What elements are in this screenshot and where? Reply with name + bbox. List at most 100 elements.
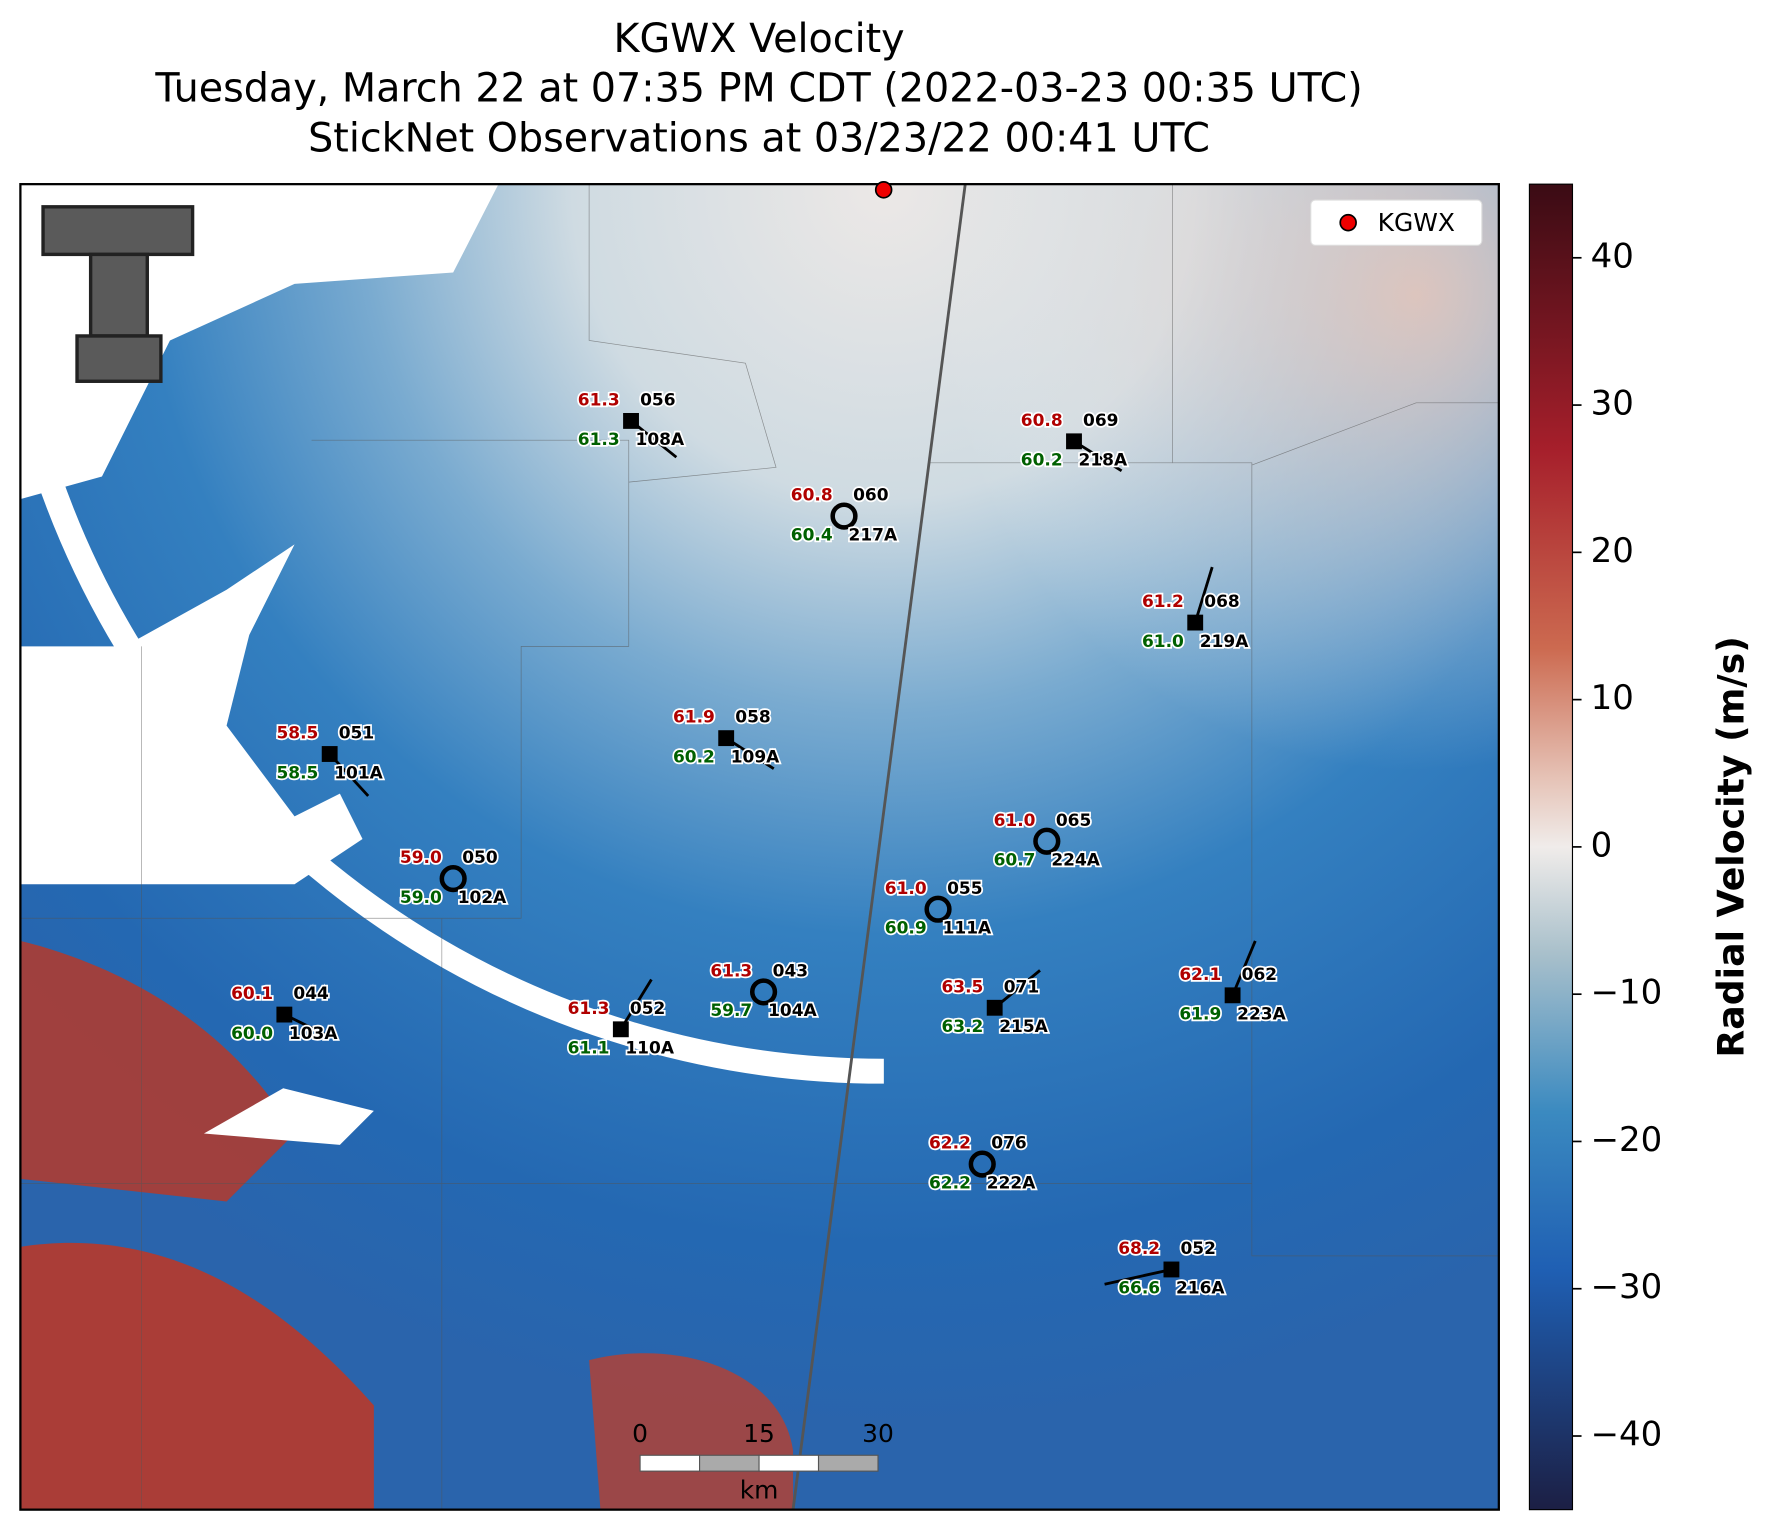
wind-barb [1104,1268,1172,1286]
station: 58.5 051 58.5 101A [275,722,385,797]
station-id: 111A [943,918,992,938]
dewpoint: 60.2 [673,747,715,767]
colorbar [1528,183,1574,1511]
pressure: 068 [1204,592,1239,612]
station-marker [924,895,952,923]
scale-tick-label: 30 [862,1419,894,1448]
station-id: 104A [768,1001,817,1021]
station-id: 101A [334,763,383,783]
station: 61.2 068 61.0 219A [1140,566,1251,654]
colorbar-tick-label: 20 [1591,531,1634,571]
colorbar-tick-label: −20 [1591,1120,1663,1160]
dewpoint: 61.3 [578,430,620,450]
colorbar-tick-label: −40 [1591,1415,1663,1455]
dewpoint: 61.1 [568,1039,610,1059]
wind-barb [1231,940,1257,996]
temperature: 61.3 [568,999,610,1019]
dewpoint: 60.0 [231,1024,273,1044]
temperature: 61.2 [1142,592,1184,612]
temperature: 58.5 [276,724,318,744]
pressure: 062 [1242,965,1277,985]
station: 61.9 058 60.2 109A [671,706,782,770]
title-line: KGWX Velocity [613,16,904,62]
scale-tick-label: 0 [632,1419,648,1448]
station-id: 219A [1200,632,1249,652]
station-marker [1163,1261,1180,1278]
station-marker [968,1150,996,1178]
legend: KGWX [1310,199,1483,246]
temperature: 60.1 [231,984,273,1004]
station-marker [1033,827,1061,855]
dewpoint: 60.9 [885,918,927,938]
pressure: 051 [339,724,374,744]
station-id: 217A [849,525,898,545]
station-id: 223A [1237,1005,1286,1025]
pressure: 044 [293,984,329,1004]
temperature: 59.0 [400,848,442,868]
station-id: 102A [458,888,507,908]
temperature: 60.8 [791,486,833,506]
temperature: 63.5 [941,977,983,997]
station: 62.1 062 61.9 223A [1178,940,1288,1026]
station-marker [830,502,858,530]
scale-segment [699,1454,760,1472]
pressure: 052 [1180,1239,1215,1259]
station-marker [1187,614,1204,631]
map-frame [19,183,1500,1511]
station: 61.3 052 61.1 110A [566,978,677,1060]
temperature: 61.0 [994,811,1036,831]
station-id: 218A [1079,451,1128,471]
dewpoint: 59.0 [400,888,442,908]
pressure: 076 [991,1134,1026,1154]
temperature: 61.0 [885,879,927,899]
station: 61.3 043 59.7 104A [709,960,820,1023]
colorbar-label: Radial Velocity (m/s) [1709,636,1752,1057]
dewpoint: 62.2 [929,1173,971,1193]
station-marker [749,978,778,1006]
colorbar-tick-label: 30 [1591,384,1634,424]
station: 60.1 044 60.0 103A [229,982,340,1045]
station-marker [321,746,338,762]
station-id: 222A [987,1173,1036,1193]
colorbar-tick-label: −30 [1591,1267,1663,1307]
station-marker [986,999,1003,1016]
station-marker [276,1006,293,1023]
pressure: 069 [1083,411,1118,431]
station-id: 110A [625,1039,674,1059]
pressure: 071 [1004,977,1039,997]
title-line: StickNet Observations at 03/23/22 00:41 … [308,116,1210,162]
title-line: Tuesday, March 22 at 07:35 PM CDT (2022-… [154,66,1362,112]
station-id: 109A [731,747,780,767]
dewpoint: 60.7 [994,850,1036,870]
colorbar-tick-label: −10 [1591,973,1663,1013]
station: 68.2 052 66.6 216A [1104,1237,1227,1300]
wind-barb [1193,566,1214,624]
temperature: 60.8 [1021,411,1063,431]
station-marker [718,730,735,747]
station-id: 215A [999,1017,1048,1037]
temperature: 61.9 [673,708,715,728]
dewpoint: 59.7 [710,1001,752,1021]
station-marker [623,412,639,429]
scale-segment [758,1454,820,1472]
station-marker [439,865,467,893]
dewpoint: 66.6 [1118,1279,1160,1299]
scale-segment [639,1454,701,1472]
station: 61.3 056 61.3 108A [576,389,687,459]
dewpoint: 61.9 [1179,1005,1221,1025]
pressure: 055 [947,879,982,899]
scale-tick-label: 15 [743,1419,775,1448]
station-id: 103A [289,1024,338,1044]
station: 61.0 055 60.9 111A [883,877,994,940]
station: 61.0 065 60.7 224A [992,809,1103,872]
colorbar-tick-label: 0 [1591,825,1613,865]
dewpoint: 61.0 [1142,632,1184,652]
radar-site [874,181,893,199]
station-id: 224A [1051,850,1100,870]
temperature: 62.1 [1179,965,1221,985]
pressure: 052 [630,999,665,1019]
wind-barb [619,978,653,1031]
dewpoint: 58.5 [276,763,318,783]
